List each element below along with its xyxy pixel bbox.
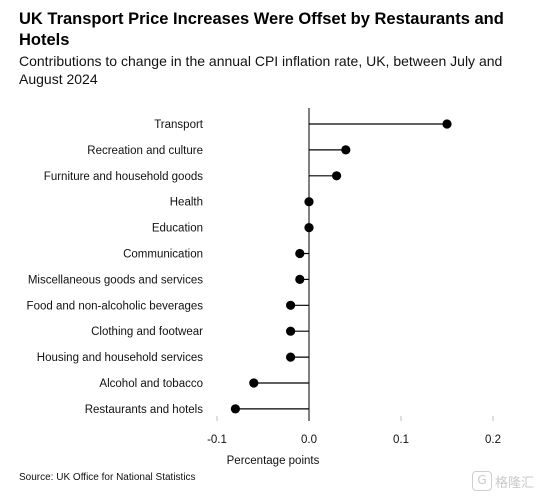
lollipop-marker [286,352,296,362]
category-label: Clothing and footwear [91,326,203,338]
lollipop-marker [230,404,240,414]
category-label: Furniture and household goods [44,171,203,183]
category-label: Communication [123,249,203,261]
x-tick-label: -0.1 [207,434,227,446]
x-tick-label: 0.0 [301,434,317,446]
x-tick-labels: -0.1 0.0 0.1 0.2 [207,434,501,446]
lollipop-stems [235,123,447,410]
category-label: Alcohol and tobacco [99,378,203,390]
lollipop-markers [230,119,452,414]
x-axis-label: Percentage points [227,455,320,467]
category-label: Health [170,197,203,209]
watermark-logo-icon: G [471,471,492,491]
lollipop-marker [341,145,351,155]
source-note: Source: UK Office for National Statistic… [19,472,196,483]
x-tick-label: 0.2 [485,434,501,446]
watermark: G 格隆汇 [471,471,534,491]
category-label: Miscellaneous goods and services [28,274,203,286]
chart-subtitle: Contributions to change in the annual CP… [19,53,503,87]
category-label: Transport [154,119,204,131]
x-tick-label: 0.1 [393,434,409,446]
lollipop-marker [249,378,259,388]
grid-lines [216,416,494,421]
category-label: Recreation and culture [87,145,203,157]
category-labels: Transport Recreation and culture Furniture… [27,119,204,416]
lollipop-marker [286,300,296,310]
watermark-text: 格隆汇 [494,475,534,491]
lollipop-marker [442,119,452,129]
lollipop-marker [295,274,305,284]
chart-title: UK Transport Price Increases Were Offset… [19,10,504,49]
lollipop-marker [295,248,305,259]
lollipop-chart: Transport Recreation and culture Furniture… [27,108,501,467]
category-label: Restaurants and hotels [85,404,204,416]
category-label: Education [152,223,203,235]
category-label: Food and non-alcoholic beverages [27,300,204,312]
lollipop-marker [286,326,296,336]
category-label: Housing and household services [37,352,203,364]
lollipop-marker [332,171,342,181]
lollipop-marker [304,223,314,233]
lollipop-marker [304,197,314,207]
